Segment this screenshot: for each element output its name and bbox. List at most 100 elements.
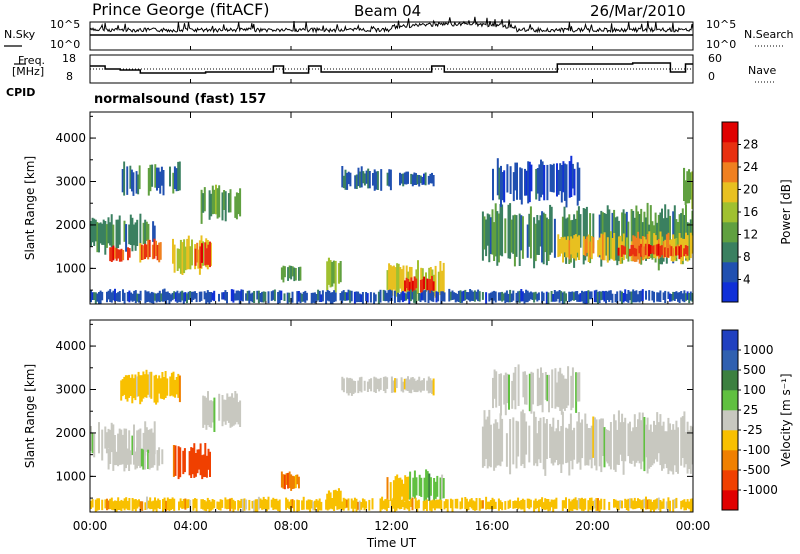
velocity-region-8	[386, 474, 410, 507]
velocity-cblabel-2: 100	[743, 383, 766, 397]
x-axis-label: Time UT	[366, 536, 417, 550]
xtick-label-3: 12:00	[374, 519, 409, 533]
power-region-9	[326, 257, 342, 293]
nave-tick-bottom: 0	[708, 70, 715, 83]
freq-trace	[90, 62, 693, 74]
power-ytick-label-3: 4000	[55, 131, 86, 145]
velocity-region-7	[341, 376, 435, 396]
velocity-ytick-label-2: 3000	[55, 383, 86, 397]
power-cblabel-3: 16	[743, 205, 758, 219]
velocity-colorbar-frame	[721, 329, 739, 511]
velocity-plot-area	[90, 320, 693, 512]
power-cblabel-6: 28	[743, 138, 758, 152]
velocity-cblabel-3: 25	[743, 403, 758, 417]
power-ylabel: Slant Range [km]	[23, 156, 37, 260]
xtick-label-5: 20:00	[575, 519, 610, 533]
velocity-region-1	[107, 447, 164, 472]
velocity-region-11	[492, 364, 581, 416]
power-cblabel-1: 8	[743, 250, 751, 264]
velocity-colorbar-seg-1	[722, 470, 738, 491]
nsearch-tick-top: 10^5	[706, 18, 737, 31]
nsearch-tick-bottom: 10^0	[706, 38, 737, 51]
velocity-colorbar-seg-5	[722, 390, 738, 411]
freq-tick-top: 18	[62, 52, 76, 65]
xtick-label-0: 00:00	[73, 519, 108, 533]
power-region-8	[280, 265, 302, 283]
nave-tick-top: 60	[708, 52, 722, 65]
nsky-panel-frame	[89, 21, 694, 51]
freq-tick-bottom: 8	[66, 70, 73, 83]
nave-label: Nave	[748, 64, 777, 77]
power-region-13	[404, 275, 435, 294]
velocity-cblabel-5: -100	[743, 443, 770, 457]
velocity-colorbar-seg-6	[722, 370, 738, 391]
power-region-18	[683, 167, 694, 210]
power-region-4	[194, 241, 211, 269]
xtick-label-2: 08:00	[274, 519, 309, 533]
nsky-tick-bottom: 10^0	[50, 38, 81, 51]
power-region-10	[341, 166, 392, 191]
power-region-2	[139, 238, 162, 263]
cpid-text: normalsound (fast) 157	[94, 92, 267, 107]
power-colorbar-label: Power [dB]	[779, 179, 793, 244]
power-cblabel-4: 20	[743, 183, 758, 197]
power-ytick-label-0: 1000	[55, 261, 86, 275]
velocity-region-4	[120, 369, 181, 405]
date-label: 26/Mar/2010	[590, 2, 686, 20]
velocity-region-5	[280, 471, 300, 491]
power-colorbar-seg-7	[722, 142, 738, 163]
velocity-region-0	[90, 421, 156, 463]
velocity-ytick-label-0: 1000	[55, 469, 86, 483]
power-colorbar-seg-4	[722, 202, 738, 223]
velocity-cblabel-4: -25	[743, 423, 763, 437]
power-cblabel-0: 4	[743, 273, 751, 287]
power-region-11	[399, 171, 435, 187]
plot-title: Prince George (fitACF)	[92, 0, 270, 19]
velocity-region-3	[202, 391, 242, 432]
power-colorbar-seg-6	[722, 162, 738, 183]
power-colorbar-seg-0	[722, 282, 738, 303]
velocity-region-9	[409, 469, 445, 504]
velocity-colorbar-seg-8	[722, 330, 738, 351]
velocity-region-2	[172, 443, 211, 480]
cpid-label: CPID	[6, 86, 36, 99]
power-ytick-label-2: 3000	[55, 175, 86, 189]
power-cblabel-5: 24	[743, 160, 758, 174]
velocity-colorbar-label: Velocity [m s⁻¹]	[779, 373, 793, 466]
velocity-cblabel-6: -500	[743, 463, 770, 477]
power-region-17	[492, 155, 581, 208]
velocity-ytick-label-3: 4000	[55, 339, 86, 353]
freq-unit: [MHz]	[12, 65, 45, 78]
velocity-region-12	[90, 496, 694, 513]
nsky-tick-top: 10^5	[50, 18, 81, 31]
beam-label: Beam 04	[354, 2, 422, 20]
nsky-trace	[89, 16, 694, 34]
velocity-colorbar-seg-4	[722, 410, 738, 431]
velocity-cblabel-7: -1000	[743, 483, 778, 497]
power-colorbar-seg-2	[722, 242, 738, 263]
velocity-colorbar-seg-7	[722, 350, 738, 371]
power-ytick-label-1: 2000	[55, 218, 86, 232]
velocity-ylabel: Slant Range [km]	[23, 364, 37, 468]
power-region-1	[109, 245, 131, 262]
power-colorbar-seg-5	[722, 182, 738, 203]
power-colorbar-seg-3	[722, 222, 738, 243]
xtick-label-4: 16:00	[475, 519, 510, 533]
nsearch-label: N.Search	[744, 28, 794, 41]
velocity-region-10	[481, 409, 694, 476]
velocity-ytick-label-1: 2000	[55, 426, 86, 440]
power-region-7	[121, 161, 141, 196]
power-colorbar-seg-8	[722, 122, 738, 143]
velocity-cblabel-1: 500	[743, 363, 766, 377]
power-region-6	[147, 161, 181, 196]
power-region-0	[90, 213, 156, 255]
velocity-colorbar-seg-3	[722, 430, 738, 451]
velocity-colorbar-seg-2	[722, 450, 738, 471]
xtick-label-6: 00:00	[676, 519, 711, 533]
power-region-16	[617, 243, 689, 259]
velocity-colorbar-seg-0	[722, 490, 738, 511]
power-cblabel-2: 12	[743, 228, 758, 242]
velocity-cblabel-0: 1000	[743, 343, 774, 357]
nsky-label: N.Sky	[4, 28, 36, 41]
